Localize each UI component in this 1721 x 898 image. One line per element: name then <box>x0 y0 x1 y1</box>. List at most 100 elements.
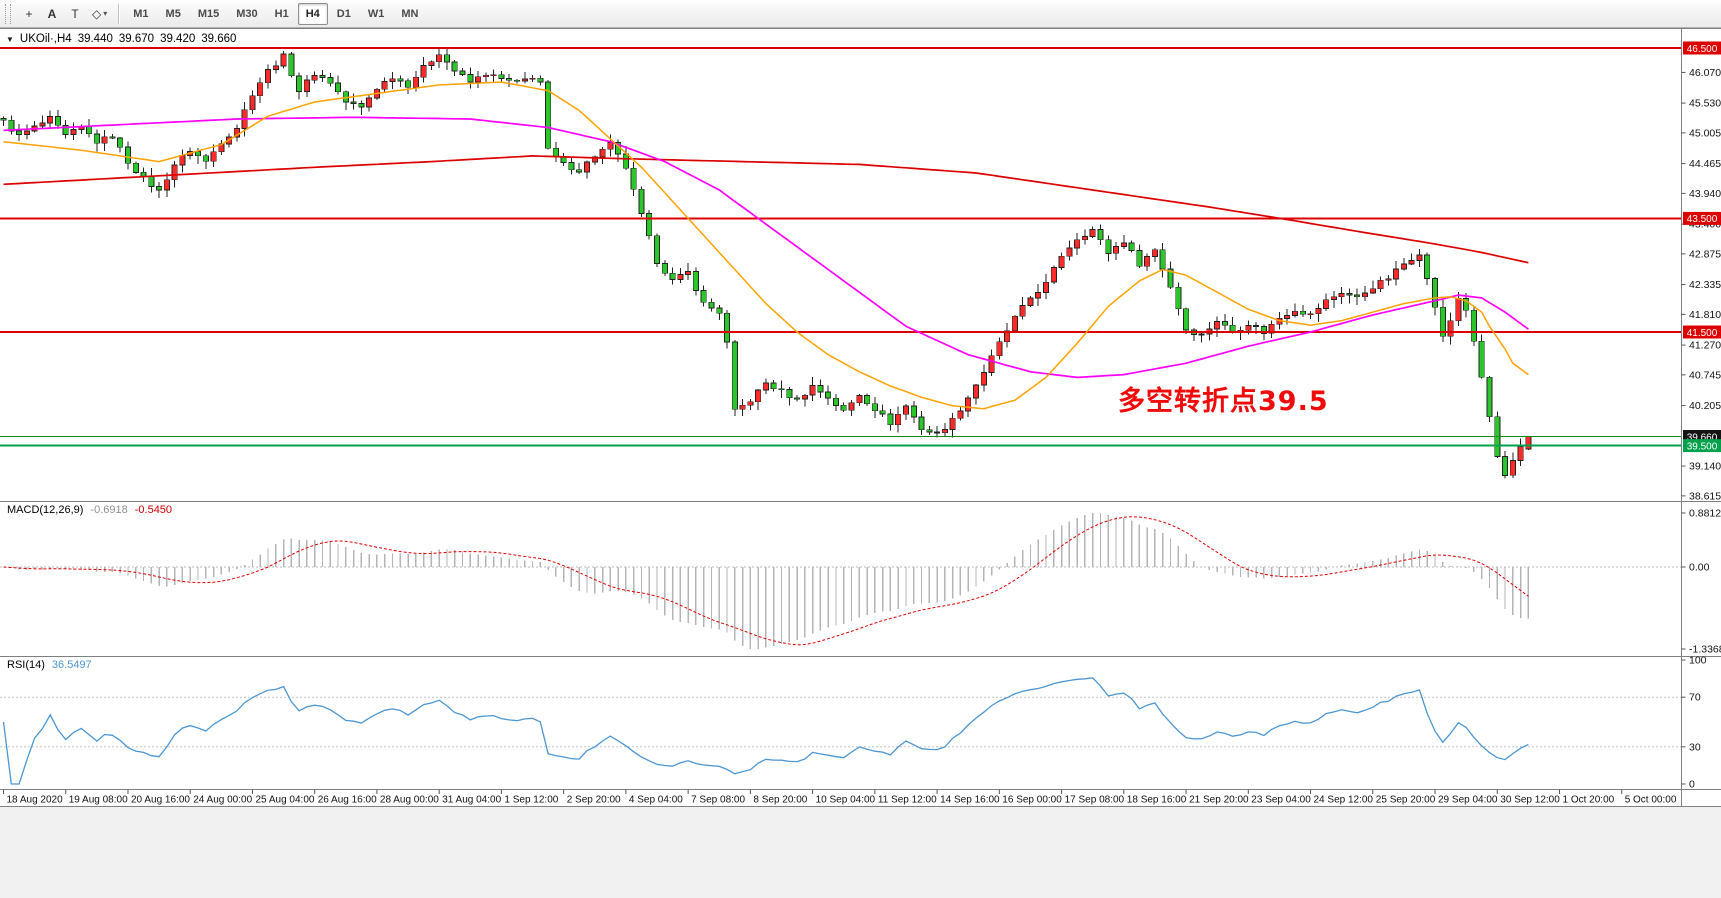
macd-axis-label: 0.8812 <box>1689 508 1721 520</box>
time-axis-label: 14 Sep 16:00 <box>940 795 1000 806</box>
text-icon: A <box>47 6 57 21</box>
timeframe-group: M1 M5 M15 M30 H1 H4 D1 W1 MN <box>125 2 426 25</box>
timeframe-button-m5[interactable]: M5 <box>165 7 181 20</box>
panel-separators[interactable] <box>0 29 1721 807</box>
chart-window: 46.07045.53045.00544.46543.94043.40042.8… <box>0 28 1721 807</box>
time-axis-label: 1 Sep 12:00 <box>504 795 558 806</box>
rsi-axis-label: 30 <box>1689 741 1701 753</box>
rsi-label: RSI(14) 36.5497 <box>7 659 92 671</box>
timeframe-button-mn[interactable]: MN <box>401 7 419 20</box>
time-axis-label: 10 Sep 04:00 <box>816 795 876 806</box>
chart-annotation[interactable]: 多空转折点39.5 <box>1118 386 1329 417</box>
price-axis-label: 40.745 <box>1689 369 1721 381</box>
time-axis-label: 2 Sep 20:00 <box>567 795 621 806</box>
price-axis-label: 42.335 <box>1689 279 1721 291</box>
macd-value-signal: -0.5450 <box>134 504 173 516</box>
price-badge-text: 46.500 <box>1687 44 1718 55</box>
time-axis-label: 21 Sep 20:00 <box>1189 795 1249 806</box>
rsi-axis-label: 70 <box>1689 692 1701 704</box>
time-axis-label: 11 Sep 12:00 <box>878 795 937 806</box>
price-badge-text: 41.500 <box>1687 328 1718 339</box>
time-axis-label: 1 Oct 20:00 <box>1563 795 1615 806</box>
timeframe-button-m30[interactable]: M30 <box>236 7 258 20</box>
macd-axis-label: 0.00 <box>1689 562 1710 574</box>
window-bottom-area <box>0 806 1721 898</box>
price-axis-label: 40.205 <box>1689 400 1721 412</box>
ohlc-open: 39.440 <box>77 33 113 45</box>
macd-axis-label: -1.3368 <box>1689 644 1721 656</box>
price-badge-text: 43.500 <box>1687 214 1718 225</box>
text-frame-tool-button[interactable]: T <box>64 3 86 25</box>
chart-title: ▼ UKOil·,H4 39.440 39.670 39.420 39.660 <box>6 33 236 45</box>
price-badge-text: 39.500 <box>1687 441 1718 452</box>
macd-signal-line <box>3 516 1529 646</box>
rsi-axis-labels[interactable]: 100 70 30 0 <box>1681 655 1707 791</box>
price-axis-label: 38.615 <box>1689 490 1721 502</box>
collapse-arrow-icon[interactable]: ▼ <box>6 34 14 44</box>
ohlc-low: 39.420 <box>160 33 196 45</box>
price-badge <box>1683 41 1721 55</box>
price-badge <box>1683 211 1721 225</box>
time-axis-label: 16 Sep 00:00 <box>1002 795 1062 806</box>
rsi-name: RSI(14) <box>7 659 45 671</box>
shapes-tool-button[interactable]: ◇ ▾ <box>87 3 112 25</box>
price-axis-labels[interactable]: 46.07045.53045.00544.46543.94043.40042.8… <box>1681 67 1721 503</box>
rsi-value: 36.5497 <box>51 659 92 671</box>
price-badge <box>1683 439 1721 453</box>
chart-canvas[interactable]: 46.07045.53045.00544.46543.94043.40042.8… <box>0 29 1721 807</box>
time-axis-label: 17 Sep 08:00 <box>1065 795 1125 806</box>
ma-line-mid-magenta <box>3 116 1529 379</box>
time-axis-label: 30 Sep 12:00 <box>1500 795 1560 806</box>
time-axis-label: 8 Sep 20:00 <box>753 795 807 806</box>
time-axis-label: 26 Aug 16:00 <box>318 795 377 806</box>
macd-axis-labels[interactable]: 0.8812 0.00 -1.3368 <box>1681 508 1721 656</box>
horizontal-level-lines[interactable] <box>0 47 1681 447</box>
macd-value-main: -0.6918 <box>90 504 128 516</box>
time-axis-label: 4 Sep 04:00 <box>629 795 683 806</box>
time-axis-labels[interactable]: 18 Aug 2020 19 Aug 08:00 20 Aug 16:00 24 Au… <box>3 789 1677 806</box>
price-axis-label: 43.940 <box>1689 188 1721 200</box>
price-badge <box>1683 325 1721 339</box>
dropdown-caret-icon: ▾ <box>103 9 108 18</box>
time-axis-label: 31 Aug 04:00 <box>442 795 501 806</box>
rsi-line <box>2 677 1529 785</box>
time-axis-label: 5 Oct 00:00 <box>1625 795 1677 806</box>
time-axis-label: 18 Sep 16:00 <box>1127 795 1187 806</box>
toolbar-grip[interactable] <box>5 3 11 24</box>
timeframe-button-m15[interactable]: M15 <box>197 7 220 20</box>
text-tool-button[interactable]: A <box>41 3 63 25</box>
time-axis-label: 29 Sep 04:00 <box>1438 795 1498 806</box>
timeframe-button-h4[interactable]: H4 <box>297 2 328 25</box>
time-axis-label: 23 Sep 04:00 <box>1251 795 1311 806</box>
drawing-tools-group: + A T ◇ ▾ <box>18 3 112 25</box>
price-axis-label: 45.005 <box>1689 127 1721 139</box>
price-axis-label: 42.875 <box>1689 248 1721 260</box>
shapes-icon: ◇ <box>92 6 102 21</box>
ma-line-slow-red <box>3 155 1529 264</box>
timeframe-button-m1[interactable]: M1 <box>133 7 149 20</box>
rsi-axis-label: 100 <box>1689 655 1707 667</box>
crosshair-tool-button[interactable]: + <box>18 3 40 25</box>
timeframe-button-h1[interactable]: H1 <box>274 7 289 20</box>
time-axis-label: 18 Aug 2020 <box>7 795 64 806</box>
rsi-axis-label: 0 <box>1689 779 1695 791</box>
price-axis-label: 39.140 <box>1689 461 1721 473</box>
macd-label: MACD(12,26,9) -0.6918 -0.5450 <box>7 504 172 516</box>
time-axis-label: 7 Sep 08:00 <box>691 795 745 806</box>
symbol-label: UKOil·,H4 <box>19 33 72 45</box>
timeframe-button-w1[interactable]: W1 <box>367 7 385 20</box>
ma-line-fast-orange <box>3 81 1529 410</box>
timeframe-button-d1[interactable]: D1 <box>336 7 351 20</box>
ohlc-high: 39.670 <box>118 33 155 45</box>
macd-name: MACD(12,26,9) <box>7 504 84 516</box>
price-axis-label: 41.810 <box>1689 309 1721 321</box>
price-axis-label: 41.270 <box>1689 340 1721 352</box>
price-axis-label: 46.070 <box>1689 67 1721 79</box>
time-axis-label: 25 Sep 20:00 <box>1376 795 1436 806</box>
time-axis-label: 20 Aug 16:00 <box>131 795 190 806</box>
time-axis-label: 19 Aug 08:00 <box>69 795 128 806</box>
toolbar-separator <box>118 3 120 24</box>
price-axis-label: 44.465 <box>1689 158 1721 170</box>
